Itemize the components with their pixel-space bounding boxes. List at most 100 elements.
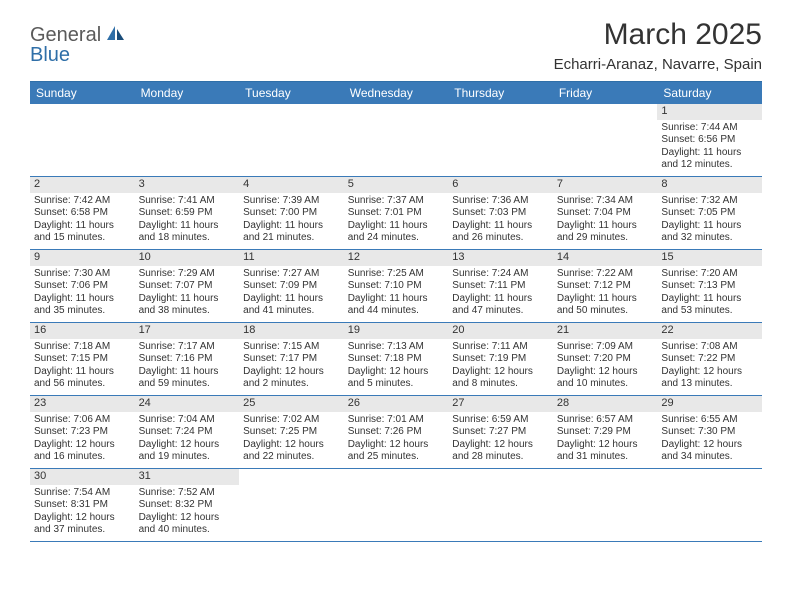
sunset-text: Sunset: 7:23 PM xyxy=(34,426,131,439)
sunrise-text: Sunrise: 6:59 AM xyxy=(452,414,549,427)
sunset-text: Sunset: 7:22 PM xyxy=(661,353,758,366)
day-header-saturday: Saturday xyxy=(657,82,762,104)
day-number: 22 xyxy=(657,323,762,339)
sunset-text: Sunset: 6:56 PM xyxy=(661,134,758,147)
day-number: 17 xyxy=(135,323,240,339)
sunset-text: Sunset: 8:32 PM xyxy=(139,499,236,512)
sunset-text: Sunset: 7:04 PM xyxy=(557,207,654,220)
daylight-text: Daylight: 11 hours and 24 minutes. xyxy=(348,220,445,245)
logo-sail-icon xyxy=(105,24,127,47)
sunrise-text: Sunrise: 7:11 AM xyxy=(452,341,549,354)
day-cell: 9Sunrise: 7:30 AMSunset: 7:06 PMDaylight… xyxy=(30,250,135,322)
day-header-thursday: Thursday xyxy=(448,82,553,104)
sunrise-text: Sunrise: 7:25 AM xyxy=(348,268,445,281)
daylight-text: Daylight: 12 hours and 2 minutes. xyxy=(243,366,340,391)
day-cell: 1Sunrise: 7:44 AMSunset: 6:56 PMDaylight… xyxy=(657,104,762,176)
day-header-sunday: Sunday xyxy=(30,82,135,104)
sunset-text: Sunset: 7:09 PM xyxy=(243,280,340,293)
sunrise-text: Sunrise: 7:18 AM xyxy=(34,341,131,354)
week-row: 16Sunrise: 7:18 AMSunset: 7:15 PMDayligh… xyxy=(30,323,762,396)
daylight-text: Daylight: 11 hours and 35 minutes. xyxy=(34,293,131,318)
weeks-container: 1Sunrise: 7:44 AMSunset: 6:56 PMDaylight… xyxy=(30,104,762,542)
sunset-text: Sunset: 7:07 PM xyxy=(139,280,236,293)
day-cell: 31Sunrise: 7:52 AMSunset: 8:32 PMDayligh… xyxy=(135,469,240,541)
day-cell: 18Sunrise: 7:15 AMSunset: 7:17 PMDayligh… xyxy=(239,323,344,395)
day-number: 27 xyxy=(448,396,553,412)
day-cell: 7Sunrise: 7:34 AMSunset: 7:04 PMDaylight… xyxy=(553,177,658,249)
day-number: 2 xyxy=(30,177,135,193)
month-title: March 2025 xyxy=(554,18,762,52)
week-row: 23 Sunrise: 7:06 AMSunset: 7:23 PM Dayligh… xyxy=(30,396,762,469)
week-row: 30Sunrise: 7:54 AMSunset: 8:31 PMDayligh… xyxy=(30,469,762,542)
sunset-text: Sunset: 7:12 PM xyxy=(557,280,654,293)
daylight-text: Daylight: 12 hours and 31 minutes. xyxy=(557,439,654,464)
calendar: Sunday Monday Tuesday Wednesday Thursday… xyxy=(30,81,762,542)
daylight-text: Daylight: 11 hours and 59 minutes. xyxy=(139,366,236,391)
daylight-text: Daylight: 12 hours and 19 minutes. xyxy=(139,439,236,464)
day-cell: 19Sunrise: 7:13 AMSunset: 7:18 PMDayligh… xyxy=(344,323,449,395)
day-cell: 23Sunrise: 7:06 AMSunset: 7:23 PMDayligh… xyxy=(30,396,135,468)
daylight-text: Daylight: 11 hours and 41 minutes. xyxy=(243,293,340,318)
sunset-text: Sunset: 7:03 PM xyxy=(452,207,549,220)
daylight-text: Daylight: 12 hours and 10 minutes. xyxy=(557,366,654,391)
day-cell: 8Sunrise: 7:32 AMSunset: 7:05 PMDaylight… xyxy=(657,177,762,249)
sunrise-text: Sunrise: 7:44 AM xyxy=(661,122,758,135)
day-header-monday: Monday xyxy=(135,82,240,104)
sunset-text: Sunset: 7:18 PM xyxy=(348,353,445,366)
day-number: 23 xyxy=(30,396,135,412)
day-number: 31 xyxy=(135,469,240,485)
sunrise-text: Sunrise: 7:02 AM xyxy=(243,414,340,427)
day-number: 25 xyxy=(239,396,344,412)
sunset-text: Sunset: 7:26 PM xyxy=(348,426,445,439)
daylight-text: Daylight: 11 hours and 18 minutes. xyxy=(139,220,236,245)
sunrise-text: Sunrise: 7:15 AM xyxy=(243,341,340,354)
sunrise-text: Sunrise: 7:42 AM xyxy=(34,195,131,208)
day-number: 12 xyxy=(344,250,449,266)
sunrise-text: Sunrise: 7:32 AM xyxy=(661,195,758,208)
day-number: 18 xyxy=(239,323,344,339)
sunrise-text: Sunrise: 7:39 AM xyxy=(243,195,340,208)
day-cell: 15Sunrise: 7:20 AMSunset: 7:13 PMDayligh… xyxy=(657,250,762,322)
sunset-text: Sunset: 6:58 PM xyxy=(34,207,131,220)
sunset-text: Sunset: 7:27 PM xyxy=(452,426,549,439)
sunset-text: Sunset: 7:11 PM xyxy=(452,280,549,293)
day-cell xyxy=(344,469,449,541)
day-number: 5 xyxy=(344,177,449,193)
daylight-text: Daylight: 11 hours and 32 minutes. xyxy=(661,220,758,245)
day-number: 8 xyxy=(657,177,762,193)
sunrise-text: Sunrise: 7:06 AM xyxy=(34,414,131,427)
daylight-text: Daylight: 11 hours and 21 minutes. xyxy=(243,220,340,245)
daylight-text: Daylight: 11 hours and 50 minutes. xyxy=(557,293,654,318)
day-cell: 10Sunrise: 7:29 AMSunset: 7:07 PMDayligh… xyxy=(135,250,240,322)
day-number: 9 xyxy=(30,250,135,266)
day-cell: 20Sunrise: 7:11 AMSunset: 7:19 PMDayligh… xyxy=(448,323,553,395)
sunset-text: Sunset: 7:20 PM xyxy=(557,353,654,366)
day-number: 26 xyxy=(344,396,449,412)
sunrise-text: Sunrise: 7:36 AM xyxy=(452,195,549,208)
daylight-text: Daylight: 12 hours and 25 minutes. xyxy=(348,439,445,464)
day-header-friday: Friday xyxy=(553,82,658,104)
day-cell xyxy=(135,104,240,176)
day-cell xyxy=(553,469,658,541)
day-cell: 5Sunrise: 7:37 AMSunset: 7:01 PMDaylight… xyxy=(344,177,449,249)
day-cell: 21Sunrise: 7:09 AMSunset: 7:20 PMDayligh… xyxy=(553,323,658,395)
day-cell: 30Sunrise: 7:54 AMSunset: 8:31 PMDayligh… xyxy=(30,469,135,541)
sunset-text: Sunset: 7:16 PM xyxy=(139,353,236,366)
day-number: 30 xyxy=(30,469,135,485)
sunrise-text: Sunrise: 7:41 AM xyxy=(139,195,236,208)
day-number: 16 xyxy=(30,323,135,339)
sunset-text: Sunset: 7:19 PM xyxy=(452,353,549,366)
day-header-tuesday: Tuesday xyxy=(239,82,344,104)
sunrise-text: Sunrise: 7:24 AM xyxy=(452,268,549,281)
day-cell xyxy=(30,104,135,176)
week-row: 2 Sunrise: 7:42 AMSunset: 6:58 PM Daylight… xyxy=(30,177,762,250)
sunrise-text: Sunrise: 7:54 AM xyxy=(34,487,131,500)
sunrise-text: Sunrise: 7:17 AM xyxy=(139,341,236,354)
daylight-text: Daylight: 12 hours and 5 minutes. xyxy=(348,366,445,391)
day-header-wednesday: Wednesday xyxy=(344,82,449,104)
sunrise-text: Sunrise: 7:30 AM xyxy=(34,268,131,281)
title-block: March 2025 Echarri-Aranaz, Navarre, Spai… xyxy=(554,18,762,73)
day-cell: 29Sunrise: 6:55 AMSunset: 7:30 PMDayligh… xyxy=(657,396,762,468)
daylight-text: Daylight: 12 hours and 34 minutes. xyxy=(661,439,758,464)
daylight-text: Daylight: 11 hours and 56 minutes. xyxy=(34,366,131,391)
